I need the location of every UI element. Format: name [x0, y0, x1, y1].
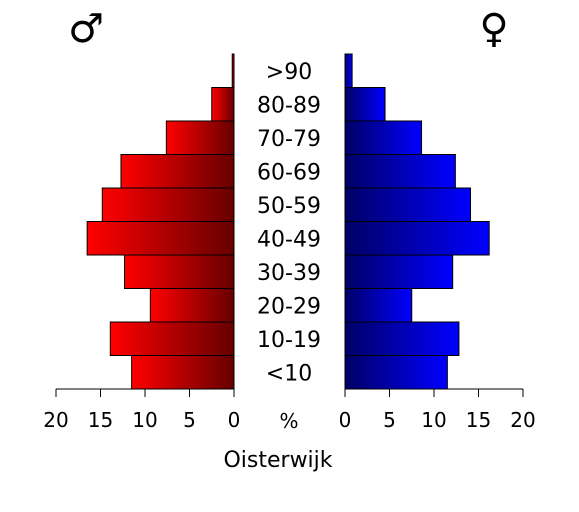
female-symbol-label: ♀ [479, 6, 508, 52]
female-bar-60-69 [344, 154, 456, 189]
male-bar-70-79 [165, 120, 235, 155]
age-group-label: <10 [266, 361, 312, 386]
female-axis-tick-label: 20 [510, 408, 535, 432]
male-bar-60-69 [120, 154, 235, 189]
male-bar->90 [231, 53, 235, 88]
age-group-label: 80-89 [257, 93, 321, 118]
age-group-label: 50-59 [257, 194, 321, 219]
female-axis-tick-label: 5 [383, 408, 396, 432]
age-group-label: 20-29 [257, 294, 321, 319]
female-bar-50-59 [344, 187, 471, 222]
female-bar-<10 [344, 355, 448, 390]
male-bar-10-19 [109, 321, 235, 356]
chart-title: Oisterwijk [223, 448, 332, 473]
age-group-label: 30-39 [257, 261, 321, 286]
unit-label: % [279, 409, 298, 433]
female-bar-30-39 [344, 254, 454, 289]
female-axis-tick-label: 10 [421, 408, 446, 432]
male-axis-tick-label: 5 [183, 408, 196, 432]
age-group-label: 10-19 [257, 328, 321, 353]
female-bar-70-79 [344, 120, 423, 155]
male-axis-tick-label: 10 [132, 408, 157, 432]
male-bar-30-39 [124, 254, 235, 289]
male-symbol-label: ♂ [68, 6, 104, 52]
female-bar-80-89 [344, 87, 386, 122]
male-axis-tick-label: 0 [228, 408, 241, 432]
male-bar-80-89 [211, 87, 235, 122]
female-bar-40-49 [344, 221, 490, 256]
age-group-label: 60-69 [257, 160, 321, 185]
male-axis-tick-label: 20 [43, 408, 68, 432]
female-bar-10-19 [344, 321, 460, 356]
age-group-label: 70-79 [257, 127, 321, 152]
age-group-label: 40-49 [257, 227, 321, 252]
male-bar-20-29 [149, 288, 235, 323]
age-group-label: >90 [266, 60, 312, 85]
female-bar-20-29 [344, 288, 413, 323]
male-bar-50-59 [101, 187, 235, 222]
male-bar-40-49 [86, 221, 235, 256]
male-axis-tick-label: 15 [88, 408, 113, 432]
male-bar-<10 [131, 355, 235, 390]
female-axis-tick-label: 0 [339, 408, 352, 432]
female-bar->90 [344, 53, 353, 88]
female-axis-tick-label: 15 [466, 408, 491, 432]
